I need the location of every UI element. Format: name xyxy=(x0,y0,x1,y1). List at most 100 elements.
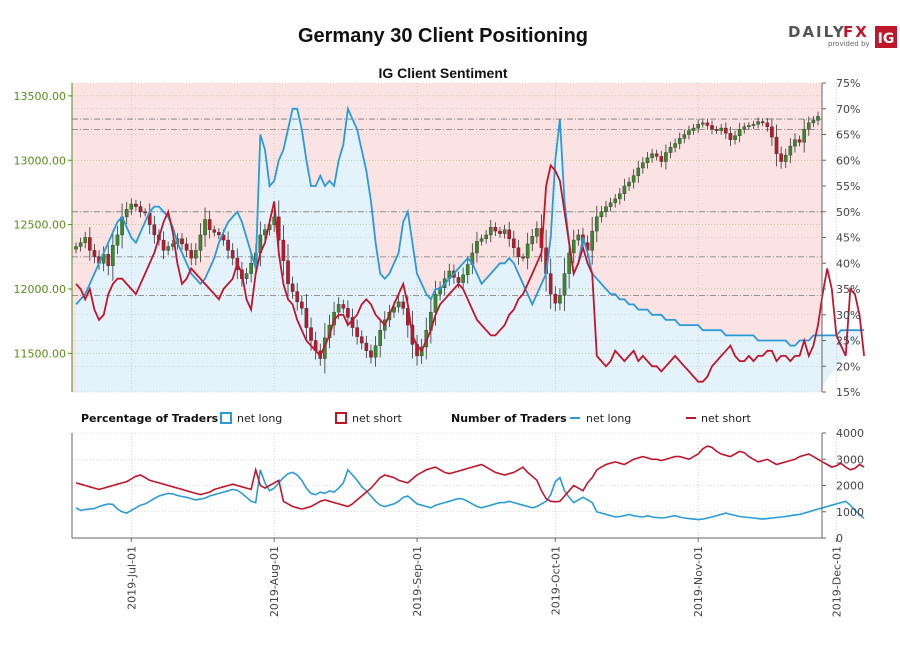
net-long-area xyxy=(76,108,865,393)
candle-body xyxy=(106,254,111,267)
candle-body xyxy=(364,342,369,352)
legend-pct-long-swatch xyxy=(220,412,232,424)
candle-body xyxy=(456,277,461,283)
price-tick-label: 11500.00 xyxy=(14,347,67,360)
candle-body xyxy=(203,219,207,236)
percent-tick-label: 55% xyxy=(836,180,860,193)
sentiment-lines xyxy=(75,105,865,383)
candle-body xyxy=(212,229,217,233)
candle-body xyxy=(355,327,359,337)
candle-body xyxy=(217,232,221,236)
candle-body xyxy=(189,250,194,259)
candle-body xyxy=(433,293,438,313)
candle-body xyxy=(650,153,654,158)
candle-body xyxy=(654,153,659,157)
candle-body xyxy=(816,116,820,121)
candle-body xyxy=(465,264,470,276)
traders-axes: 0 1000 2000 3000 4000 xyxy=(71,427,864,545)
legend-pct-short-swatch xyxy=(335,412,347,424)
candle-body xyxy=(359,336,364,344)
percent-tick-label: 45% xyxy=(836,232,860,245)
candle-body xyxy=(553,293,558,304)
candle-body xyxy=(143,211,147,214)
candle-body xyxy=(115,234,120,246)
candle-body xyxy=(129,203,134,210)
candle-body xyxy=(124,208,129,218)
candle-body xyxy=(401,301,406,309)
candle-body xyxy=(548,273,553,295)
candle-body xyxy=(733,135,737,140)
candle-body xyxy=(677,138,682,144)
traders-tick-label: 0 xyxy=(836,532,843,545)
candle-body xyxy=(198,234,203,251)
dailyfx-logo: DAILY FX provided by IG xyxy=(788,23,897,48)
traders-net-short-line xyxy=(75,445,865,510)
candle-body xyxy=(774,136,779,155)
traders-tick-label: 2000 xyxy=(836,480,864,493)
percent-tick-label: 15% xyxy=(836,386,860,399)
legend-percentage-heading: Percentage of Traders xyxy=(81,412,219,425)
legend: Percentage of Traders net long net short… xyxy=(81,412,752,425)
candle-body xyxy=(475,241,479,254)
candle-body xyxy=(613,198,618,203)
candle-body xyxy=(797,139,802,143)
legend-number-heading: Number of Traders xyxy=(451,412,567,425)
percent-tick-label: 50% xyxy=(836,206,860,219)
candle-body xyxy=(152,224,157,236)
net-short-percent-line xyxy=(75,163,865,383)
x-tick-label: 2019-Sep-01 xyxy=(411,546,424,617)
candle-body xyxy=(742,126,747,130)
traders-lines xyxy=(75,445,865,521)
candle-body xyxy=(779,153,783,162)
candle-body xyxy=(673,143,677,148)
logo-provided-by: provided by xyxy=(828,40,870,48)
candle-body xyxy=(535,228,539,237)
candle-body xyxy=(747,125,751,127)
candle-body xyxy=(88,237,92,251)
candle-body xyxy=(226,239,230,251)
candle-body xyxy=(512,238,516,249)
candle-body xyxy=(300,301,304,309)
candle-body xyxy=(668,147,673,153)
traders-tick-label: 3000 xyxy=(836,453,864,466)
candle-body xyxy=(590,230,594,251)
candle-body xyxy=(700,122,705,125)
candle-body xyxy=(705,122,710,126)
legend-num-short-label: net short xyxy=(701,412,752,425)
candle-body xyxy=(802,129,806,143)
x-tick-label: 2019-Aug-01 xyxy=(268,546,281,617)
legend-pct-long-label: net long xyxy=(237,412,282,425)
candle-body xyxy=(724,127,728,134)
candle-body xyxy=(765,122,770,127)
candle-body xyxy=(714,129,719,131)
candle-body xyxy=(696,123,700,129)
candle-body xyxy=(184,243,189,251)
candle-body xyxy=(309,327,313,341)
logo-daily: DAILY xyxy=(788,23,846,41)
percent-tick-label: 65% xyxy=(836,129,860,142)
candle-body xyxy=(788,145,793,156)
candle-body xyxy=(502,229,507,234)
candle-body xyxy=(488,226,493,236)
chart-subtitle: IG Client Sentiment xyxy=(378,65,507,81)
candle-body xyxy=(83,237,88,243)
candle-body xyxy=(811,120,816,124)
candle-body xyxy=(641,162,645,169)
traders-grid xyxy=(72,432,837,539)
percent-tick-label: 35% xyxy=(836,283,860,296)
candle-body xyxy=(760,121,765,124)
percent-tick-label: 40% xyxy=(836,257,860,270)
candle-body xyxy=(493,226,498,232)
candle-body xyxy=(369,350,373,358)
candle-body xyxy=(751,123,756,126)
net-long-percent-line xyxy=(75,105,865,347)
percent-tick-label: 25% xyxy=(836,335,860,348)
candle-body xyxy=(295,291,300,303)
candle-body xyxy=(604,206,608,212)
candle-body xyxy=(521,256,525,259)
candle-body xyxy=(636,167,641,176)
candle-body xyxy=(341,304,346,309)
candle-body xyxy=(244,273,249,279)
